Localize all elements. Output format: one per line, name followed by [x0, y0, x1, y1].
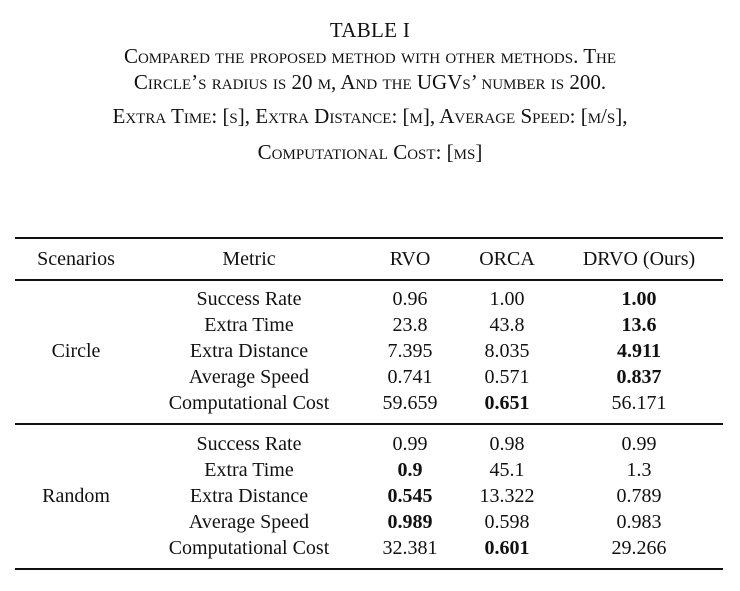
metric-label: Success Rate — [196, 433, 302, 455]
metric-label: Extra Time — [204, 314, 294, 336]
value-cell: 0.983 — [616, 511, 662, 533]
value-cell: 0.741 — [387, 366, 433, 388]
value-cell: 0.837 — [616, 366, 662, 388]
metric-label: Extra Distance — [189, 340, 309, 362]
metric-label: Average Speed — [188, 366, 310, 388]
value-cell: 23.8 — [392, 314, 428, 336]
caption-line-1: Compared the proposed method with other … — [123, 44, 617, 68]
value-cell: 45.1 — [489, 459, 525, 481]
value-cell: 0.989 — [387, 511, 433, 533]
header-orca: ORCA — [479, 248, 535, 270]
value-cell: 1.3 — [626, 459, 652, 481]
scenario-label: Random — [42, 485, 110, 507]
metric-label: Computational Cost — [168, 392, 330, 414]
value-cell: 29.266 — [611, 537, 667, 559]
value-cell: 13.322 — [479, 485, 535, 507]
value-cell: 8.035 — [484, 340, 530, 362]
scenario-label: Circle — [51, 340, 101, 362]
caption-line-3: Extra Time: [s], Extra Distance: [m], Av… — [112, 104, 628, 128]
bottom-rule — [15, 568, 723, 570]
metric-label: Extra Distance — [189, 485, 309, 507]
metric-label: Average Speed — [188, 511, 310, 533]
value-cell: 43.8 — [489, 314, 525, 336]
value-cell: 7.395 — [387, 340, 433, 362]
value-cell: 0.99 — [621, 433, 657, 455]
group-separator-rule — [15, 423, 723, 425]
value-cell: 13.6 — [621, 314, 657, 336]
header-drvo: DRVO (Ours) — [582, 248, 696, 270]
value-cell: 0.789 — [616, 485, 662, 507]
header-rvo: RVO — [389, 248, 431, 270]
value-cell: 0.545 — [387, 485, 433, 507]
value-cell: 0.9 — [397, 459, 423, 481]
value-cell: 1.00 — [621, 288, 657, 310]
value-cell: 0.98 — [489, 433, 525, 455]
header-metric: Metric — [222, 248, 276, 270]
value-cell: 0.96 — [392, 288, 428, 310]
metric-label: Computational Cost — [168, 537, 330, 559]
caption-line-4: Computational Cost: [ms] — [257, 140, 483, 164]
value-cell: 0.598 — [484, 511, 530, 533]
value-cell: 1.00 — [489, 288, 525, 310]
header-rule — [15, 279, 723, 281]
value-cell: 59.659 — [382, 392, 438, 414]
value-cell: 0.601 — [484, 537, 530, 559]
caption-line-2: Circle’s radius is 20 m, And the UGVs’ n… — [133, 70, 607, 94]
value-cell: 0.571 — [484, 366, 530, 388]
value-cell: 0.651 — [484, 392, 530, 414]
value-cell: 0.99 — [392, 433, 428, 455]
value-cell: 4.911 — [617, 340, 661, 362]
table-label: TABLE I — [329, 18, 411, 42]
metric-label: Success Rate — [196, 288, 302, 310]
value-cell: 32.381 — [382, 537, 438, 559]
top-rule — [15, 237, 723, 239]
metric-label: Extra Time — [204, 459, 294, 481]
header-scenarios: Scenarios — [37, 248, 115, 270]
value-cell: 56.171 — [611, 392, 667, 414]
